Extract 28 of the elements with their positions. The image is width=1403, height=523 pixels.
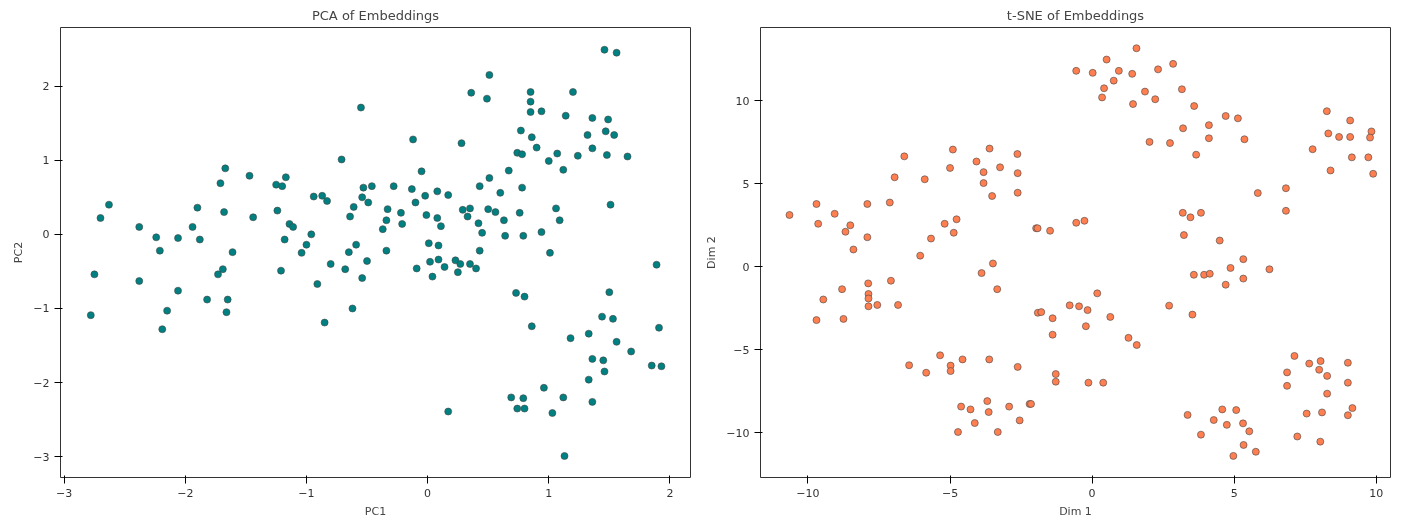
chart-title: PCA of Embeddings <box>311 7 440 23</box>
y-tick-label: 5 <box>742 177 750 191</box>
y-tick-label: −3 <box>33 450 50 464</box>
x-tick-label: −1 <box>298 486 315 500</box>
y-tick-label: 0 <box>742 260 750 274</box>
y-tick-label: −5 <box>733 343 750 357</box>
y-tick-label: −2 <box>33 376 50 390</box>
x-axis-title: Dim 1 <box>1059 504 1092 518</box>
x-tick-label: 5 <box>1230 486 1238 500</box>
y-tick-label: −10 <box>726 426 750 440</box>
y-tick-label: 2 <box>42 80 50 94</box>
x-axis-title: PC1 <box>364 504 387 518</box>
y-axis-title: Dim 2 <box>705 236 719 269</box>
x-tick-label: 0 <box>1088 486 1096 500</box>
y-axis-title: PC2 <box>12 241 26 264</box>
x-tick-label: 1 <box>545 486 553 500</box>
x-tick-label: −5 <box>941 486 959 500</box>
y-tick-label: 0 <box>42 228 50 242</box>
y-tick-label: −1 <box>33 302 50 316</box>
chart-title: t-SNE of Embeddings <box>1006 7 1145 23</box>
y-tick-label: 10 <box>735 94 750 108</box>
x-tick-label: −2 <box>177 486 194 500</box>
x-tick-label: 10 <box>1369 486 1384 500</box>
x-tick-label: 2 <box>666 486 674 500</box>
x-tick-label: −3 <box>56 486 73 500</box>
y-tick-label: 1 <box>42 154 50 168</box>
x-tick-label: 0 <box>424 486 432 500</box>
x-tick-label: −10 <box>796 486 820 500</box>
